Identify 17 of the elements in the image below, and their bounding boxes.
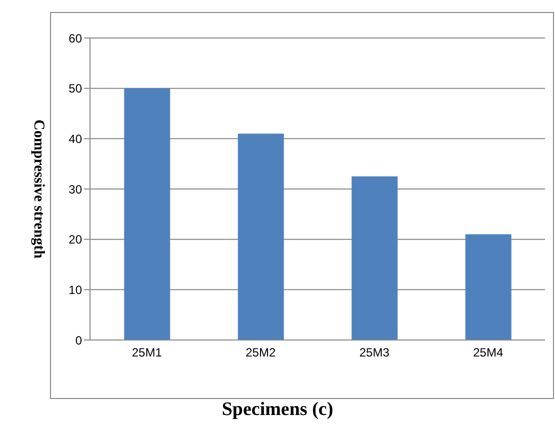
y-tick-label: 20	[68, 232, 82, 247]
x-axis-title: Specimens (c)	[220, 399, 334, 421]
y-tick-label: 10	[68, 282, 82, 297]
y-tick-label: 30	[68, 182, 82, 196]
y-tick-label: 0	[75, 333, 82, 348]
x-tick-label: 25M1	[132, 346, 162, 360]
bar	[124, 88, 170, 340]
bar	[238, 134, 284, 340]
x-tick-label: 25M4	[473, 346, 504, 360]
y-tick-label: 40	[68, 132, 82, 146]
y-tick-label: 50	[68, 82, 82, 96]
bar	[465, 234, 512, 340]
y-tick-label: 60	[68, 31, 82, 46]
x-tick-label: 25M2	[246, 346, 276, 360]
bar	[352, 176, 398, 340]
y-axis-title: Compressive strength	[30, 119, 47, 260]
x-tick-label: 25M3	[359, 346, 390, 360]
